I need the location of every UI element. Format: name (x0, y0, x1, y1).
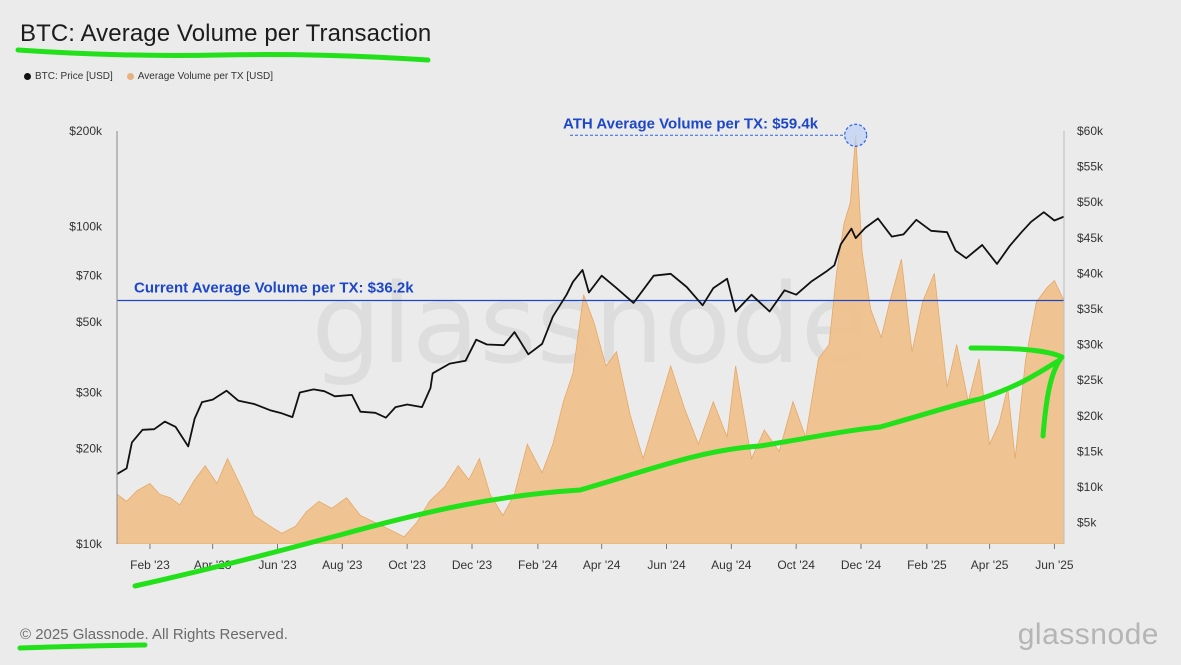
legend: BTC: Price [USD] Average Volume per TX [… (24, 71, 273, 82)
right-tick-label: $40k (1077, 266, 1104, 280)
left-tick-label: $70k (76, 269, 103, 283)
left-tick-label: $100k (69, 220, 103, 234)
right-tick-label: $30k (1077, 338, 1104, 352)
x-tick-label: Jun '24 (647, 558, 686, 572)
brand-logo: glassnode (1017, 618, 1159, 651)
x-tick-label: Apr '24 (583, 558, 621, 572)
arrowhead-marker (968, 345, 1065, 439)
right-tick-label: $35k (1077, 302, 1104, 316)
title-underline-marker (15, 47, 431, 63)
price-line-layer (117, 211, 1064, 475)
right-tick-label: $55k (1077, 160, 1104, 174)
right-tick-label: $5k (1077, 516, 1097, 530)
chart-title: BTC: Average Volume per Transaction (20, 20, 432, 47)
x-tick-label: Feb '24 (518, 558, 558, 572)
legend-item-price[interactable]: BTC: Price [USD] (24, 71, 113, 82)
reference-layer: Current Average Volume per TX: $36.2k ATH… (117, 115, 1064, 302)
axis-layer: $10k $20k $30k $50k $70k $100k $200k $5k $10k $15… (69, 124, 1104, 572)
left-tick-label: $10k (76, 537, 103, 551)
right-tick-label: $25k (1077, 373, 1104, 387)
x-tick-label: Dec '24 (841, 558, 882, 572)
trend-arrow-marker (132, 358, 1061, 589)
legend-item-volume[interactable]: Average Volume per TX [USD] (126, 71, 274, 82)
left-tick-label: $50k (76, 315, 103, 329)
current-volume-label: Current Average Volume per TX: $36.2k (134, 279, 414, 296)
left-tick-label: $20k (76, 441, 103, 455)
hand-drawn-markers (15, 47, 1065, 651)
x-tick-label: Dec '23 (452, 558, 493, 572)
x-tick-label: Oct '24 (777, 558, 815, 572)
volume-area-series (117, 135, 1064, 544)
ath-highlight-circle (844, 123, 868, 147)
legend-label-volume: Average Volume per TX [USD] (137, 71, 274, 82)
x-tick-label: Apr '25 (971, 558, 1009, 572)
right-tick-label: $60k (1077, 124, 1104, 138)
x-tick-label: Aug '24 (711, 558, 752, 572)
right-tick-label: $45k (1077, 231, 1104, 245)
footer-underline-marker (17, 642, 148, 651)
x-tick-label: Feb '25 (907, 558, 947, 572)
x-tick-label: Jun '25 (1035, 558, 1074, 572)
ath-label: ATH Average Volume per TX: $59.4k (563, 115, 819, 132)
left-tick-label: $30k (76, 386, 103, 400)
volume-area-layer (117, 135, 1064, 544)
copyright-footer: © 2025 Glassnode. All Rights Reserved. (20, 626, 288, 643)
legend-dot-volume (126, 73, 134, 80)
right-tick-label: $20k (1077, 409, 1104, 423)
price-line-series (117, 211, 1064, 475)
x-tick-label: Oct '23 (388, 558, 426, 572)
right-tick-label: $10k (1077, 480, 1104, 494)
x-tick-label: Feb '23 (130, 558, 170, 572)
right-tick-label: $50k (1077, 195, 1104, 209)
right-tick-label: $15k (1077, 444, 1104, 458)
legend-dot-price (24, 73, 31, 80)
x-tick-label: Jun '23 (258, 558, 297, 572)
legend-label-price: BTC: Price [USD] (35, 71, 113, 82)
left-tick-label: $200k (69, 124, 103, 138)
x-tick-label: Aug '23 (322, 558, 363, 572)
